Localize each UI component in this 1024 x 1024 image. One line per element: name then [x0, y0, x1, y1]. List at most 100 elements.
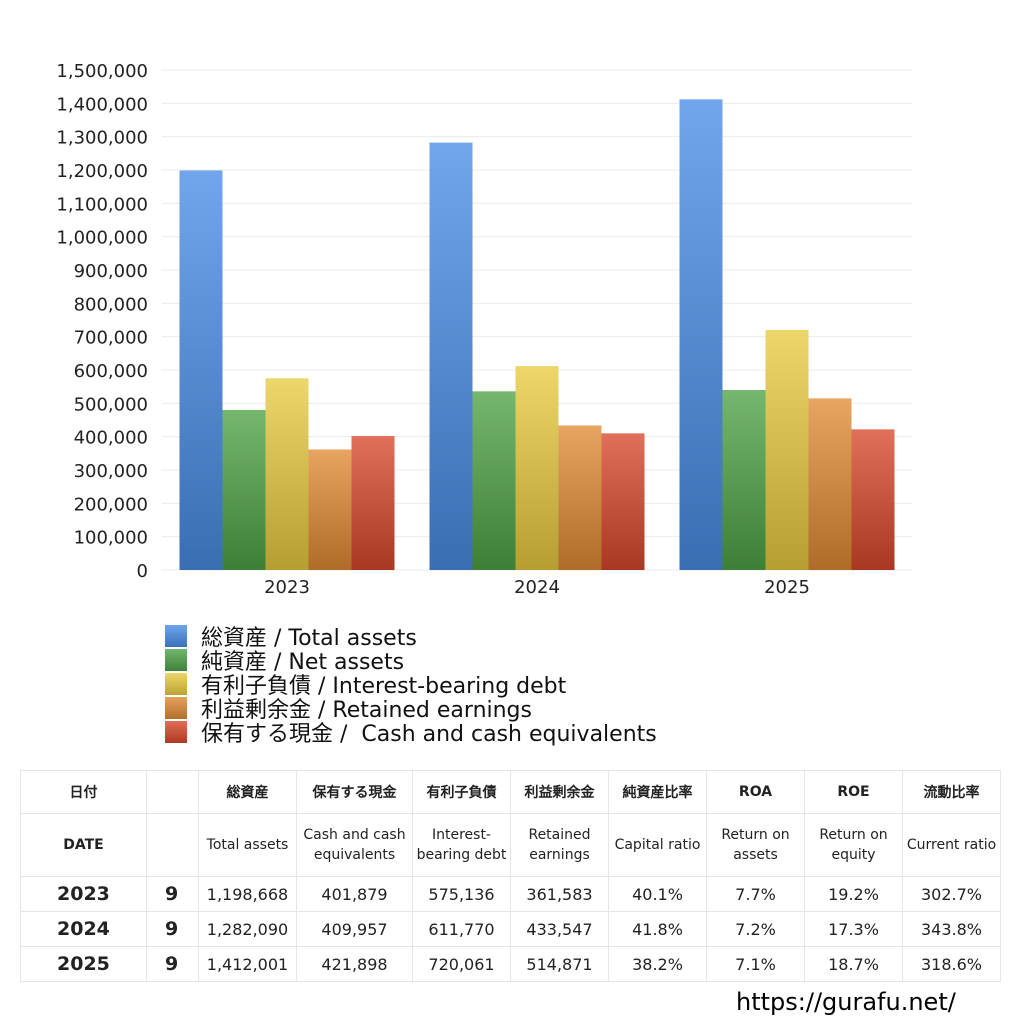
y-tick-label: 300,000: [74, 461, 148, 482]
y-tick-label: 200,000: [74, 494, 148, 515]
table-cell: 575,136: [412, 876, 511, 912]
legend-swatch: [165, 649, 187, 671]
table-cell: 40.1%: [608, 876, 707, 912]
table-cell: 611,770: [412, 911, 511, 947]
header-cell: 総資産: [198, 770, 297, 814]
table-cell: 514,871: [510, 946, 609, 982]
bar: [351, 436, 395, 570]
bar: [808, 398, 852, 570]
table-cell: 409,957: [296, 911, 413, 947]
y-tick-label: 0: [137, 561, 148, 582]
y-tick-label: 400,000: [74, 428, 148, 449]
legend-item-net-assets: 純資産 / Net assets: [165, 648, 657, 675]
header-cell: Cash and cash equivalents: [296, 813, 413, 877]
legend-label: 保有する現金 / Cash and cash equivalents: [201, 722, 657, 747]
header-cell: 流動比率: [902, 770, 1001, 814]
header-cell: Total assets: [198, 813, 297, 877]
y-tick-label: 1,300,000: [56, 128, 148, 149]
table-cell: 18.7%: [804, 946, 903, 982]
header-cell: Return on equity: [804, 813, 903, 877]
header-cell: 日付: [20, 770, 147, 814]
header-cell: ROE: [804, 770, 903, 814]
bar: [679, 99, 723, 570]
x-tick-label: 2023: [264, 577, 310, 598]
legend-item-retained-earnings: 利益剰余金 / Retained earnings: [165, 696, 657, 723]
bar: [265, 378, 309, 570]
table-cell: 361,583: [510, 876, 609, 912]
table-cell: 7.1%: [706, 946, 805, 982]
header-cell: ROA: [706, 770, 805, 814]
table-cell: 1,412,001: [198, 946, 297, 982]
header-cell: Return on assets: [706, 813, 805, 877]
header-cell: 利益剰余金: [510, 770, 609, 814]
bar: [601, 433, 645, 570]
chart-legend: 総資産 / Total assets 純資産 / Net assets 有利子負…: [165, 624, 657, 747]
y-tick-label: 900,000: [74, 261, 148, 282]
legend-swatch: [165, 673, 187, 695]
x-axis-tick-labels: 2023 2024 2025: [264, 577, 810, 598]
month-cell: 9: [146, 876, 199, 912]
table-cell: 433,547: [510, 911, 609, 947]
header-cell: Retained earnings: [510, 813, 609, 877]
y-tick-label: 1,100,000: [56, 194, 148, 215]
header-cell: [146, 813, 199, 877]
month-cell: 9: [146, 911, 199, 947]
header-cell: [146, 770, 199, 814]
y-tick-label: 800,000: [74, 294, 148, 315]
legend-swatch: [165, 697, 187, 719]
financial-table: 日付 総資産 保有する現金 有利子負債 利益剰余金 純資産比率 ROA ROE …: [20, 770, 1001, 982]
table-cell: 421,898: [296, 946, 413, 982]
y-tick-label: 500,000: [74, 394, 148, 415]
site-url[interactable]: https://gurafu.net/: [736, 988, 956, 1016]
legend-item-cash: 保有する現金 / Cash and cash equivalents: [165, 720, 657, 747]
bar: [515, 366, 559, 570]
y-axis-tick-labels: 0 100,000 200,000 300,000 400,000 500,000 600,…: [56, 61, 148, 582]
y-tick-label: 1,400,000: [56, 94, 148, 115]
legend-label: 純資産 / Net assets: [201, 650, 405, 675]
table-cell: 38.2%: [608, 946, 707, 982]
bar: [308, 449, 352, 570]
bar: [765, 329, 809, 570]
table-cell: 343.8%: [902, 911, 1001, 947]
table-cell: 7.2%: [706, 911, 805, 947]
table-cell: 7.7%: [706, 876, 805, 912]
year-cell: 2024: [20, 911, 147, 947]
bar: [472, 391, 516, 570]
y-tick-label: 600,000: [74, 361, 148, 382]
table-cell: 1,198,668: [198, 876, 297, 912]
table-row: 2024 9 1,282,090 409,957 611,770 433,547…: [20, 911, 1001, 947]
bar: [429, 142, 473, 571]
table-header-jp: 日付 総資産 保有する現金 有利子負債 利益剰余金 純資産比率 ROA ROE …: [20, 770, 1001, 814]
bar: [558, 425, 602, 570]
table-cell: 302.7%: [902, 876, 1001, 912]
table-row: 2023 9 1,198,668 401,879 575,136 361,583…: [20, 876, 1001, 912]
table-cell: 318.6%: [902, 946, 1001, 982]
header-cell: 有利子負債: [412, 770, 511, 814]
legend-label: 総資産 / Total assets: [201, 626, 417, 651]
header-cell: Current ratio: [902, 813, 1001, 877]
x-tick-label: 2024: [514, 577, 560, 598]
header-cell: 保有する現金: [296, 770, 413, 814]
legend-item-total-assets: 総資産 / Total assets: [165, 624, 657, 651]
chart-bars: [179, 99, 895, 571]
header-cell: DATE: [20, 813, 147, 877]
year-cell: 2023: [20, 876, 147, 912]
legend-label: 有利子負債 / Interest-bearing debt: [201, 674, 567, 699]
y-tick-label: 700,000: [74, 328, 148, 349]
table-cell: 19.2%: [804, 876, 903, 912]
y-tick-label: 1,500,000: [56, 61, 148, 82]
y-tick-label: 1,000,000: [56, 228, 148, 249]
legend-label: 利益剰余金 / Retained earnings: [201, 698, 532, 723]
table-cell: 1,282,090: [198, 911, 297, 947]
bar: [222, 410, 266, 570]
table-row: 2025 9 1,412,001 421,898 720,061 514,871…: [20, 946, 1001, 982]
header-cell: 純資産比率: [608, 770, 707, 814]
legend-swatch: [165, 721, 187, 743]
legend-item-interest-bearing-debt: 有利子負債 / Interest-bearing debt: [165, 672, 657, 699]
y-tick-label: 100,000: [74, 528, 148, 549]
month-cell: 9: [146, 946, 199, 982]
bar-chart: 0 100,000 200,000 300,000 400,000 500,000 600,…: [56, 61, 912, 598]
bar: [851, 429, 895, 570]
bar: [722, 390, 766, 570]
table-cell: 17.3%: [804, 911, 903, 947]
